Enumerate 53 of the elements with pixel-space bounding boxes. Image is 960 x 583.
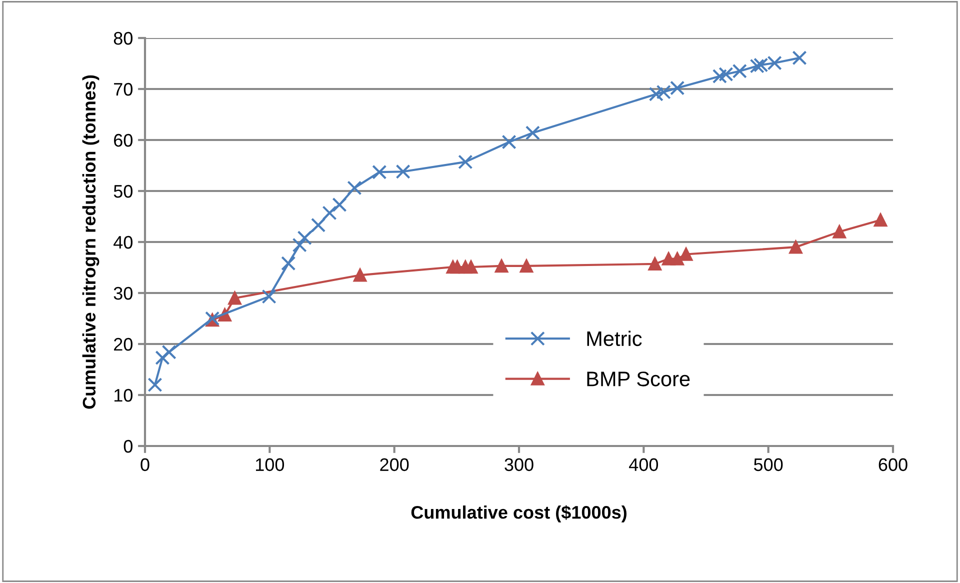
x-tick-label: 400: [629, 458, 658, 472]
x-tick-label: 200: [380, 458, 409, 472]
point: [494, 259, 508, 273]
point: [874, 213, 888, 227]
point: [648, 257, 662, 271]
point: [310, 218, 326, 232]
y-tick-label: 40: [114, 236, 132, 249]
point: [789, 240, 802, 254]
y-tick-label: 70: [114, 82, 132, 96]
x-tick-label: 500: [754, 458, 783, 472]
x-tick-label: 300: [504, 458, 534, 472]
y-tick-label: 60: [114, 134, 132, 147]
point: [228, 292, 242, 305]
legend-label: Metric: [587, 330, 642, 346]
point: [292, 238, 307, 252]
point: [396, 164, 410, 179]
legend-label: BMP Score: [587, 372, 690, 386]
x-axis-title: Cumulative cost ($1000s): [411, 505, 626, 522]
point: [832, 225, 846, 238]
point: [502, 134, 516, 150]
point: [281, 256, 296, 271]
point: [148, 378, 162, 392]
point: [520, 259, 534, 273]
point: [525, 126, 540, 140]
y-tick-label: 10: [114, 388, 132, 402]
point: [656, 84, 671, 100]
point: [648, 86, 664, 102]
y-tick-label: 20: [114, 338, 132, 351]
point: [347, 180, 362, 196]
y-tick-label: 80: [114, 32, 132, 45]
point: [262, 289, 276, 304]
x-tick-label: 100: [256, 458, 284, 472]
point: [332, 197, 347, 212]
point: [297, 230, 312, 246]
point: [670, 80, 685, 96]
point: [679, 248, 693, 261]
point: [458, 154, 473, 170]
point: [322, 206, 337, 220]
point: [353, 268, 367, 282]
point: [670, 252, 684, 266]
point: [155, 350, 170, 366]
y-axis-title: Cumulative nitrogrn reduction (tonnes): [82, 75, 100, 409]
point: [372, 164, 387, 180]
y-tick-label: 50: [114, 184, 132, 198]
point: [162, 344, 176, 360]
y-tick-label: 0: [124, 440, 132, 453]
point: [712, 68, 728, 84]
point: [464, 260, 478, 274]
y-tick-label: 30: [114, 286, 132, 300]
x-tick-label: 600: [878, 458, 908, 472]
x-tick-label: 0: [140, 458, 150, 472]
point: [750, 58, 764, 74]
point: [792, 50, 807, 66]
